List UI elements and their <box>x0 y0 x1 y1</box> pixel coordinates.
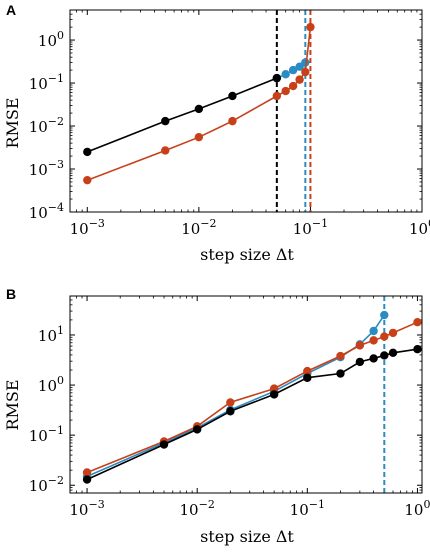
panel-b: B RMSE step size Δt 10−3 10−2 10−1 10010−21… <box>3 286 430 546</box>
data-point <box>380 351 389 360</box>
y-tick-label: 10−1 <box>29 72 64 93</box>
series-line <box>87 77 278 153</box>
data-point <box>82 468 92 477</box>
data-point <box>303 366 312 376</box>
data-point <box>269 384 279 393</box>
data-point <box>303 373 312 382</box>
panel-b-ylabel: RMSE <box>3 379 22 430</box>
data-point <box>161 146 170 155</box>
data-point <box>269 390 279 399</box>
panel-a: A RMSE step size Δt 10−310−210−110010−41… <box>3 2 430 264</box>
data-point <box>228 116 237 126</box>
series-line <box>86 314 385 478</box>
y-tick-label: 101 <box>38 324 64 345</box>
data-point <box>388 328 398 338</box>
x-tick-label: 10−2 <box>181 217 216 238</box>
data-point <box>161 116 170 126</box>
panel-b-xlabel: step size Δt <box>200 527 294 546</box>
data-point <box>295 75 304 84</box>
panel-b-label: B <box>6 286 16 302</box>
data-point <box>83 147 92 157</box>
data-point <box>369 326 378 336</box>
data-point <box>159 440 169 449</box>
data-point <box>272 73 282 83</box>
data-point <box>336 369 345 378</box>
series-line <box>86 348 418 481</box>
plot-frame <box>69 295 423 494</box>
x-tick-label: 100 <box>409 217 430 238</box>
y-tick-label: 100 <box>38 374 64 395</box>
x-tick-label: 10−2 <box>180 498 215 519</box>
y-tick-label: 100 <box>38 29 64 50</box>
data-point <box>83 175 92 185</box>
plot-frame <box>69 9 423 213</box>
series-line <box>87 27 312 181</box>
data-point <box>226 398 235 407</box>
x-tick-label: 10−3 <box>70 217 105 238</box>
data-point <box>281 86 290 96</box>
data-point <box>281 70 290 79</box>
data-point <box>336 351 345 361</box>
data-point <box>369 336 378 345</box>
y-tick-label: 10−4 <box>29 201 64 222</box>
y-tick-label: 10−3 <box>29 158 64 179</box>
y-tick-label: 10−2 <box>29 115 64 136</box>
data-point <box>413 345 422 354</box>
data-point <box>194 104 204 114</box>
data-point <box>369 354 378 363</box>
y-tick-label: 10−1 <box>29 424 64 445</box>
data-point <box>194 132 204 142</box>
x-tick-label: 100 <box>404 498 430 519</box>
data-point <box>301 67 310 77</box>
panel-a-ylabel: RMSE <box>3 97 22 148</box>
data-point <box>388 348 398 358</box>
data-point <box>288 65 298 75</box>
data-point <box>413 317 422 327</box>
data-point <box>272 91 282 101</box>
y-tick-label: 10−2 <box>29 474 64 495</box>
panel-a-label: A <box>6 2 16 18</box>
x-tick-label: 10−1 <box>293 217 328 238</box>
data-point <box>228 91 237 101</box>
data-point <box>380 332 389 341</box>
series-line <box>86 321 418 474</box>
data-point <box>226 407 235 416</box>
data-point <box>355 341 365 350</box>
x-tick-label: 10−1 <box>290 498 325 519</box>
data-point <box>192 425 202 434</box>
data-point <box>306 22 315 32</box>
panel-a-xlabel: step size Δt <box>200 245 294 264</box>
data-point <box>288 81 298 91</box>
x-tick-label: 10−3 <box>69 498 104 519</box>
panel-a-plot: 10−3 10−2 10−1 100 10−4 10−3 10−2 10−1 100 <box>29 9 430 238</box>
data-point <box>82 475 92 484</box>
data-point <box>380 310 389 320</box>
data-point <box>355 357 365 367</box>
